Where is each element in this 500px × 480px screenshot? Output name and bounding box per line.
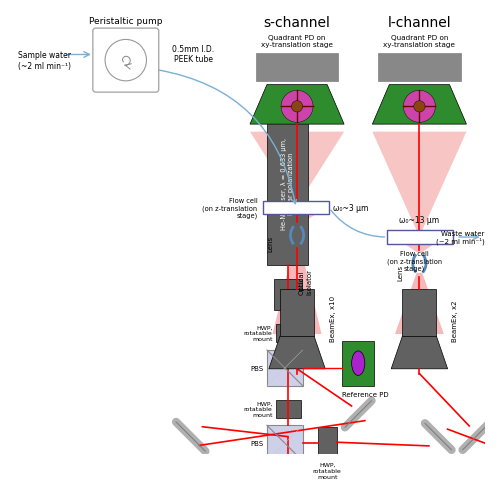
- Text: HWP,
rotatable
mount: HWP, rotatable mount: [244, 401, 272, 417]
- Text: Quadrant PD on
xy-translation stage: Quadrant PD on xy-translation stage: [261, 35, 333, 48]
- Polygon shape: [404, 244, 434, 252]
- FancyArrowPatch shape: [158, 71, 296, 204]
- Polygon shape: [395, 273, 444, 334]
- Text: Reference PD: Reference PD: [342, 392, 389, 397]
- Text: He-Ne Laser, λ = 0.633 μm,
Linear polarization: He-Ne Laser, λ = 0.633 μm, Linear polari…: [281, 138, 294, 229]
- Circle shape: [404, 91, 436, 123]
- Polygon shape: [372, 85, 466, 125]
- FancyArrowPatch shape: [331, 211, 384, 238]
- Text: BeamEx, x10: BeamEx, x10: [330, 295, 336, 341]
- Bar: [276, 324, 301, 342]
- Polygon shape: [250, 132, 344, 202]
- FancyBboxPatch shape: [93, 29, 158, 93]
- Text: Lens: Lens: [398, 264, 404, 280]
- Bar: [276, 400, 301, 418]
- Text: Optical
isolator: Optical isolator: [299, 269, 312, 295]
- Polygon shape: [250, 85, 344, 125]
- Text: Waste water
(~2 ml min⁻¹): Waste water (~2 ml min⁻¹): [436, 230, 484, 245]
- Bar: [274, 280, 302, 310]
- Circle shape: [281, 91, 313, 123]
- Text: s-channel: s-channel: [264, 16, 330, 30]
- Bar: [256, 53, 338, 82]
- Text: Sample water
(~2 ml min⁻¹): Sample water (~2 ml min⁻¹): [18, 51, 70, 71]
- Polygon shape: [391, 336, 448, 369]
- Text: Flow cell
(on z-translation
stage): Flow cell (on z-translation stage): [202, 198, 258, 219]
- Polygon shape: [372, 132, 466, 231]
- Text: PBS: PBS: [250, 365, 263, 371]
- Text: Peristaltic pump: Peristaltic pump: [89, 17, 162, 26]
- Text: Flow cell
(on z-translation
stage): Flow cell (on z-translation stage): [387, 251, 442, 272]
- Bar: [267, 350, 302, 386]
- Text: BeamEx, x2: BeamEx, x2: [452, 300, 458, 341]
- Ellipse shape: [352, 351, 365, 376]
- Text: HWP,
rotatable
mount: HWP, rotatable mount: [313, 462, 342, 479]
- Text: ω₀~3 μm: ω₀~3 μm: [333, 204, 368, 213]
- Text: l-channel: l-channel: [388, 16, 451, 30]
- Text: PBS: PBS: [250, 440, 263, 446]
- Bar: [267, 101, 308, 266]
- Bar: [267, 425, 302, 461]
- Circle shape: [105, 40, 146, 82]
- Circle shape: [414, 101, 425, 113]
- Bar: [263, 202, 329, 215]
- Polygon shape: [278, 215, 316, 225]
- Bar: [388, 231, 454, 244]
- Bar: [318, 427, 336, 457]
- Text: 0.5mm I.D.
PEEK tube: 0.5mm I.D. PEEK tube: [172, 45, 214, 64]
- Bar: [402, 289, 436, 336]
- Circle shape: [292, 101, 302, 113]
- Bar: [280, 289, 314, 336]
- Bar: [342, 341, 374, 386]
- Polygon shape: [269, 336, 326, 369]
- Text: Quadrant PD on
xy-translation stage: Quadrant PD on xy-translation stage: [384, 35, 456, 48]
- Bar: [378, 53, 461, 82]
- Text: ω₀~13 μm: ω₀~13 μm: [400, 216, 440, 225]
- Polygon shape: [272, 245, 322, 334]
- Text: HWP,
rotatable
mount: HWP, rotatable mount: [244, 324, 272, 341]
- Text: Lens: Lens: [268, 236, 274, 252]
